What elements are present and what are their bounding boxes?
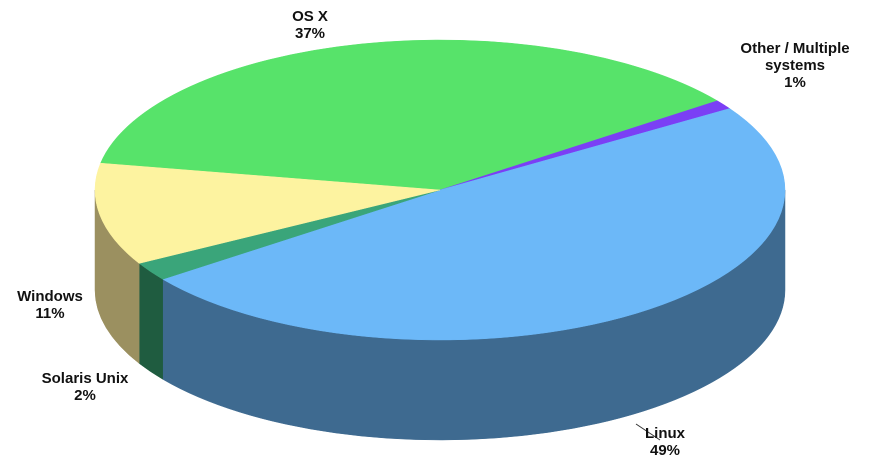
percent-label: 11%	[35, 305, 65, 322]
category-name: Other / Multiple systems	[740, 40, 850, 74]
percent-label: 1%	[784, 74, 806, 91]
slice-label: OS X 37%	[260, 8, 360, 42]
pie-slice	[94, 162, 441, 264]
pie-slice	[100, 39, 718, 191]
leader-line	[635, 423, 661, 441]
category-name: Linux	[645, 425, 685, 442]
slice-label: Other / Multiple systems 1%	[730, 40, 860, 91]
category-name: OS X	[292, 8, 328, 25]
category-name: Windows	[17, 288, 83, 305]
category-name: Solaris Unix	[41, 370, 129, 387]
pie-side	[138, 262, 163, 380]
slice-label: Linux 49%	[620, 425, 710, 459]
slice-label: Solaris Unix 2%	[20, 370, 150, 404]
slice-label: Windows 11%	[0, 288, 100, 322]
percent-label: 37%	[294, 25, 326, 42]
pie-slice	[162, 108, 786, 341]
percent-label: 2%	[74, 387, 96, 404]
percent-label: 49%	[649, 442, 681, 459]
